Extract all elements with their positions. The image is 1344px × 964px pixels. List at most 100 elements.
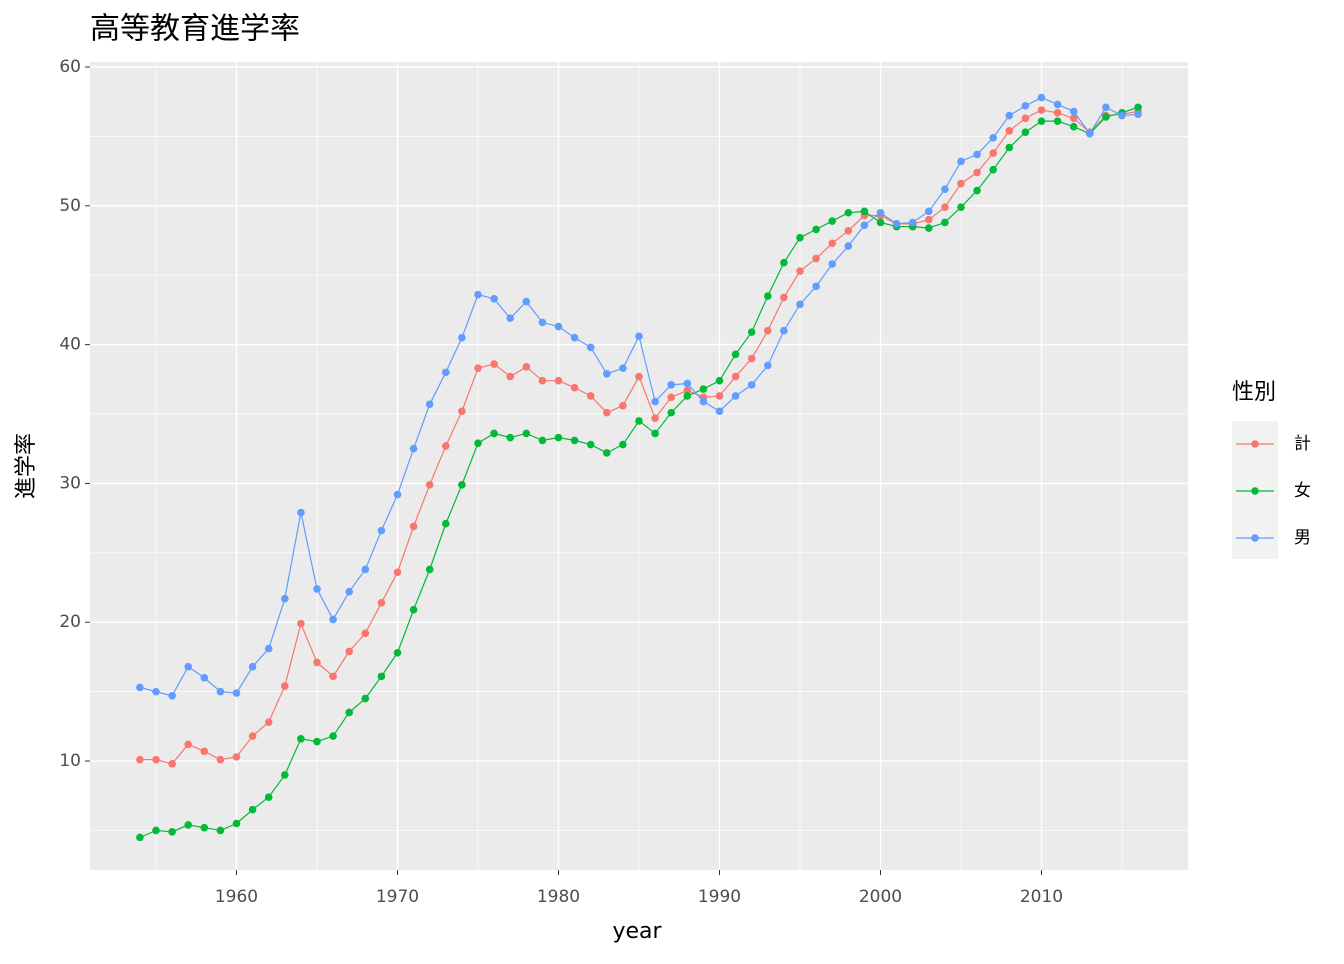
point (989, 149, 997, 157)
point (281, 682, 289, 690)
point (812, 282, 820, 291)
point (345, 647, 354, 656)
point (1069, 122, 1078, 131)
point (248, 732, 257, 740)
point (635, 417, 643, 425)
point (989, 165, 997, 174)
point (136, 683, 144, 692)
point (860, 221, 869, 230)
point (941, 185, 949, 193)
point (168, 760, 176, 768)
point (586, 392, 595, 400)
point (973, 168, 981, 177)
point (168, 691, 176, 700)
point (651, 414, 659, 422)
point (184, 740, 193, 749)
point (425, 400, 434, 409)
point (329, 672, 337, 681)
point (425, 565, 434, 574)
point (957, 157, 965, 166)
point (683, 379, 692, 388)
point (458, 333, 466, 342)
x-tick-label: 1980 (537, 887, 580, 907)
point (860, 207, 869, 216)
point (603, 369, 611, 378)
x-tick-label: 1970 (376, 887, 419, 907)
point (136, 833, 144, 842)
point (554, 322, 563, 331)
legend-label: 女 (1294, 481, 1311, 501)
point (747, 328, 756, 336)
point (200, 823, 209, 832)
point (538, 436, 547, 445)
point (168, 828, 176, 836)
point (796, 267, 804, 275)
point (957, 179, 965, 188)
point (377, 526, 386, 535)
legend-key-point (1251, 440, 1259, 448)
point (232, 753, 241, 761)
point (152, 826, 160, 835)
point (924, 207, 933, 216)
point (1037, 117, 1046, 125)
point (393, 648, 402, 657)
point (1134, 103, 1142, 112)
point (780, 326, 788, 335)
point (281, 771, 289, 779)
point (184, 821, 193, 829)
point (667, 381, 675, 389)
point (425, 481, 434, 489)
point (458, 407, 466, 416)
point (361, 694, 370, 703)
point (1005, 127, 1014, 135)
point (442, 368, 450, 377)
point (973, 186, 981, 195)
point (232, 819, 241, 828)
point (490, 360, 498, 368)
y-tick-label: 10 (59, 751, 81, 771)
point (1021, 114, 1030, 123)
point (763, 361, 772, 370)
y-tick-label: 40 (59, 335, 81, 355)
point (828, 260, 836, 268)
point (409, 605, 418, 614)
point (184, 662, 193, 671)
point (1102, 113, 1110, 121)
point (522, 363, 531, 371)
y-tick-label: 30 (59, 473, 81, 493)
point (603, 408, 611, 417)
x-tick-label: 1960 (215, 887, 258, 907)
legend-key-point (1251, 534, 1259, 542)
point (619, 364, 627, 373)
point (844, 208, 853, 217)
point (538, 318, 547, 327)
point (264, 793, 273, 801)
point (200, 673, 209, 682)
point (313, 585, 321, 593)
point (409, 522, 418, 531)
point (409, 444, 418, 453)
point (490, 295, 498, 303)
point (973, 150, 981, 159)
point (442, 519, 450, 528)
point (458, 481, 466, 489)
point (667, 393, 675, 402)
point (619, 440, 627, 449)
point (313, 737, 321, 746)
point (297, 735, 305, 743)
point (216, 687, 225, 696)
x-tick-label: 2000 (859, 887, 902, 907)
point (554, 433, 563, 442)
point (345, 587, 354, 596)
point (570, 383, 579, 392)
point (651, 429, 659, 438)
chart-title: 高等教育進学率 (90, 12, 300, 47)
y-tick-label: 20 (59, 612, 81, 632)
point (844, 242, 853, 250)
point (329, 732, 337, 740)
point (715, 407, 724, 416)
x-tick-label: 2010 (1020, 887, 1063, 907)
point (393, 568, 402, 577)
point (361, 565, 370, 574)
point (281, 594, 289, 603)
